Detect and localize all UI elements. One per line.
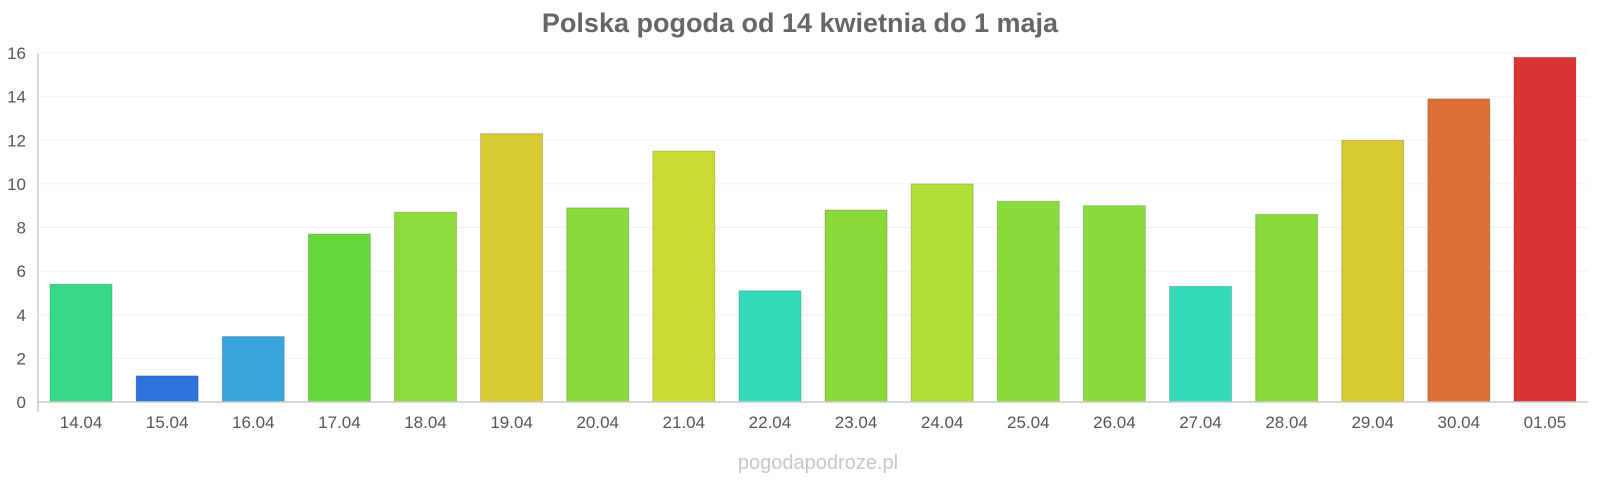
x-tick-label: 22.04: [749, 413, 792, 432]
y-tick-label: 8: [17, 219, 26, 238]
y-tick-label: 12: [7, 131, 26, 150]
x-axis-ticks: 14.04 15.04 16.04 17.04 18.04 19.04 20.04 21.04…: [60, 413, 1566, 432]
bar: [480, 133, 544, 403]
x-tick-label: 28.04: [1265, 413, 1308, 432]
bar: [49, 283, 113, 403]
x-tick-label: 16.04: [232, 413, 275, 432]
x-tick-label: 21.04: [663, 413, 706, 432]
bar: [1341, 139, 1405, 403]
x-tick-label: 17.04: [318, 413, 361, 432]
x-tick-label: 25.04: [1007, 413, 1050, 432]
bar: [1427, 98, 1491, 403]
x-tick-label: 01.05: [1524, 413, 1567, 432]
grid-lines: [38, 52, 1588, 359]
bar: [1255, 213, 1319, 403]
x-tick-label: 24.04: [921, 413, 964, 432]
x-tick-label: 27.04: [1179, 413, 1222, 432]
y-axis-ticks: 0 2 4 6 8 10 12 14 16: [7, 44, 26, 412]
x-tick-label: 20.04: [576, 413, 619, 432]
bar: [1513, 56, 1577, 403]
bar: [1082, 205, 1146, 403]
bar: [996, 200, 1060, 403]
x-tick-label: 15.04: [146, 413, 189, 432]
bar: [135, 375, 199, 403]
watermark: pogodapodroze.pl: [738, 452, 898, 474]
bar: [394, 211, 457, 403]
y-tick-label: 6: [17, 262, 26, 281]
x-tick-label: 30.04: [1438, 413, 1481, 432]
y-tick-label: 14: [7, 88, 26, 107]
bars: [49, 56, 1577, 403]
bar: [307, 233, 371, 403]
x-tick-label: 14.04: [60, 413, 103, 432]
y-tick-label: 0: [17, 393, 26, 412]
x-tick-label: 23.04: [835, 413, 878, 432]
bar: [824, 209, 888, 403]
bar: [221, 336, 285, 403]
bar: [910, 183, 974, 403]
x-tick-label: 19.04: [490, 413, 533, 432]
bar: [1169, 285, 1232, 403]
y-tick-label: 16: [7, 44, 26, 63]
bar: [652, 150, 716, 403]
x-tick-label: 26.04: [1093, 413, 1136, 432]
x-tick-label: 18.04: [404, 413, 447, 432]
y-tick-label: 4: [17, 306, 26, 325]
y-tick-label: 2: [17, 349, 26, 368]
bar: [738, 290, 802, 403]
y-tick-label: 10: [7, 175, 26, 194]
x-tick-label: 29.04: [1351, 413, 1394, 432]
bar: [566, 207, 630, 403]
chart-title: Polska pogoda od 14 kwietnia do 1 maja: [542, 8, 1059, 38]
